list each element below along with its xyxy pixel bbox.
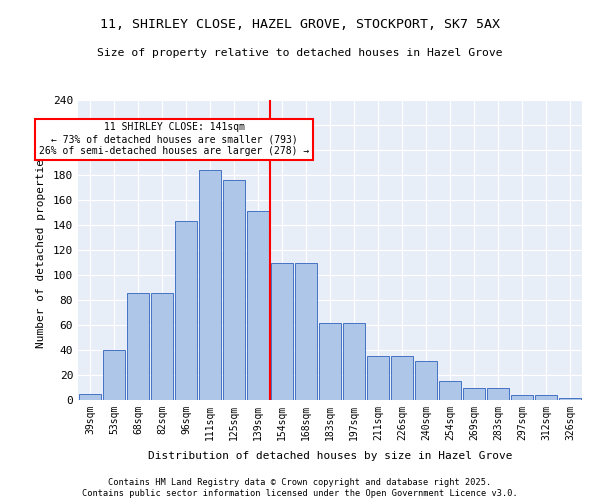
Text: Size of property relative to detached houses in Hazel Grove: Size of property relative to detached ho… (97, 48, 503, 58)
Bar (559, 398, 581, 400)
Bar (199, 170, 221, 400)
Bar (271, 262, 293, 400)
Y-axis label: Number of detached properties: Number of detached properties (36, 152, 46, 348)
Bar (391, 356, 413, 400)
Bar (103, 350, 125, 400)
Bar (415, 361, 437, 400)
X-axis label: Distribution of detached houses by size in Hazel Grove: Distribution of detached houses by size … (148, 451, 512, 461)
Bar (247, 211, 269, 400)
Bar (487, 388, 509, 400)
Bar (511, 395, 533, 400)
Bar (367, 356, 389, 400)
Bar (175, 221, 197, 400)
Bar (295, 262, 317, 400)
Bar (79, 394, 101, 400)
Bar (223, 180, 245, 400)
Bar (319, 322, 341, 400)
Bar (343, 322, 365, 400)
Bar (439, 381, 461, 400)
Bar (127, 292, 149, 400)
Bar (151, 292, 173, 400)
Text: 11 SHIRLEY CLOSE: 141sqm
← 73% of detached houses are smaller (793)
26% of semi-: 11 SHIRLEY CLOSE: 141sqm ← 73% of detach… (39, 122, 309, 156)
Bar (535, 395, 557, 400)
Text: Contains HM Land Registry data © Crown copyright and database right 2025.
Contai: Contains HM Land Registry data © Crown c… (82, 478, 518, 498)
Bar (463, 388, 485, 400)
Text: 11, SHIRLEY CLOSE, HAZEL GROVE, STOCKPORT, SK7 5AX: 11, SHIRLEY CLOSE, HAZEL GROVE, STOCKPOR… (100, 18, 500, 30)
